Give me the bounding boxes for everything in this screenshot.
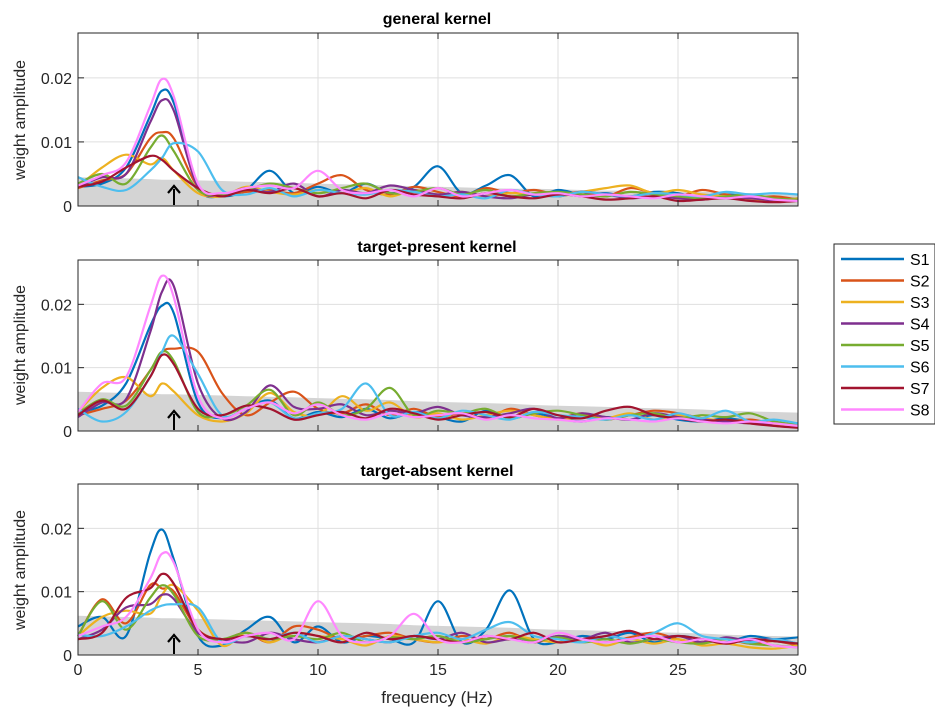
legend-label-s1: S1 bbox=[910, 252, 930, 269]
x-tick-label: 10 bbox=[309, 662, 327, 679]
y-tick-label: 0 bbox=[63, 199, 72, 216]
series-line-s8 bbox=[77, 77, 799, 202]
frequency-arrow-head bbox=[167, 633, 181, 643]
series-line-s4 bbox=[77, 278, 799, 426]
legend: S1 S2 S3 S4 S5 S6 S7 S8 bbox=[833, 243, 935, 425]
y-tick-label: 0.02 bbox=[41, 297, 72, 314]
x-tick-label: 20 bbox=[549, 662, 567, 679]
y-tick-label: 0.01 bbox=[41, 135, 72, 152]
y-tick-label: 0.01 bbox=[41, 361, 72, 378]
x-tick-label: 0 bbox=[74, 662, 83, 679]
panel-title: general kernel bbox=[383, 11, 492, 28]
y-axis-label: weight amplitude bbox=[12, 510, 29, 631]
y-tick-label: 0.01 bbox=[41, 585, 72, 602]
legend-label-s7: S7 bbox=[910, 381, 930, 398]
y-tick-label: 0 bbox=[63, 424, 72, 441]
panel-general-kernel: general kernel weight amplitude 0 0.01 0.0… bbox=[12, 11, 799, 216]
legend-box bbox=[833, 243, 935, 425]
panel-target-absent-kernel: target-absent kernel weight amplitude 0 5… bbox=[12, 463, 807, 679]
legend-label-s3: S3 bbox=[910, 295, 930, 312]
x-tick-label: 5 bbox=[194, 662, 203, 679]
frequency-arrow-head bbox=[167, 184, 181, 194]
legend-label-s6: S6 bbox=[910, 360, 930, 377]
y-axis-label: weight amplitude bbox=[12, 285, 29, 406]
x-tick-label: 25 bbox=[669, 662, 687, 679]
legend-label-s2: S2 bbox=[910, 274, 930, 291]
y-tick-label: 0 bbox=[63, 648, 72, 665]
series-line-s5 bbox=[77, 134, 799, 201]
legend-label-s5: S5 bbox=[910, 338, 930, 355]
y-axis-label: weight amplitude bbox=[12, 60, 29, 181]
series-line-s8 bbox=[77, 551, 799, 649]
x-tick-label: 30 bbox=[789, 662, 807, 679]
series-line-s6 bbox=[77, 602, 799, 645]
y-tick-label: 0.02 bbox=[41, 71, 72, 88]
frequency-arrow-head bbox=[167, 409, 181, 419]
x-tick-label: 15 bbox=[429, 662, 447, 679]
x-axis-label: frequency (Hz) bbox=[381, 688, 492, 707]
series-line-s8 bbox=[77, 274, 799, 427]
series-line-s7 bbox=[77, 572, 799, 645]
panel-target-present-kernel: target-present kernel weight amplitude 0… bbox=[12, 239, 799, 441]
legend-label-s8: S8 bbox=[910, 403, 930, 420]
series-line-s1 bbox=[77, 88, 799, 201]
panel-title: target-present kernel bbox=[357, 239, 516, 256]
series-line-s7 bbox=[77, 154, 799, 204]
y-tick-label: 0.02 bbox=[41, 521, 72, 538]
panel-title: target-absent kernel bbox=[361, 463, 514, 480]
legend-label-s4: S4 bbox=[910, 317, 930, 334]
